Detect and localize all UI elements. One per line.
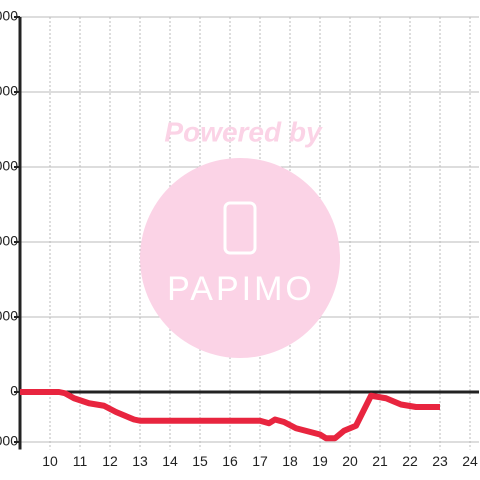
x-tick-label: 11 bbox=[73, 453, 88, 469]
x-tick-label: 14 bbox=[162, 453, 178, 469]
y-tick-label: 150,000 bbox=[0, 8, 18, 24]
y-tick-label: -20,000 bbox=[0, 433, 18, 449]
x-tick-label: 20 bbox=[342, 453, 358, 469]
y-tick-label: 0 bbox=[10, 383, 18, 399]
x-tick-label: 19 bbox=[312, 453, 328, 469]
x-tick-label: 16 bbox=[222, 453, 238, 469]
x-tick-label: 21 bbox=[372, 453, 388, 469]
y-tick-label: 60,000 bbox=[0, 233, 18, 249]
x-tick-label: 15 bbox=[192, 453, 208, 469]
x-tick-label: 18 bbox=[282, 453, 298, 469]
x-tick-label: 17 bbox=[252, 453, 268, 469]
x-tick-label: 10 bbox=[42, 453, 58, 469]
data-line bbox=[20, 389, 440, 442]
x-tick-label: 22 bbox=[402, 453, 418, 469]
y-tick-label: 90,000 bbox=[0, 158, 18, 174]
y-tick-label: 30,000 bbox=[0, 308, 18, 324]
x-tick-label: 12 bbox=[102, 453, 118, 469]
x-tick-label: 23 bbox=[432, 453, 448, 469]
watermark-phone bbox=[223, 201, 257, 255]
watermark-title: Powered by bbox=[164, 116, 323, 147]
x-tick-label: 13 bbox=[132, 453, 148, 469]
x-tick-label: 24 bbox=[462, 453, 478, 469]
watermark-circle bbox=[140, 158, 340, 358]
watermark-brand: PAPIMO bbox=[167, 270, 315, 308]
y-tick-label: 120,000 bbox=[0, 83, 18, 99]
